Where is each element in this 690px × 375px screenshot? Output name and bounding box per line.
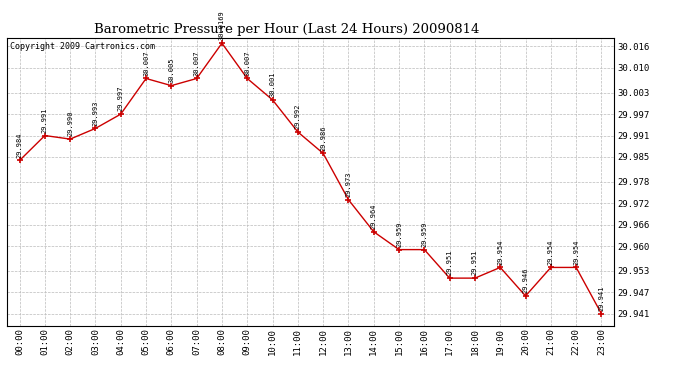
Text: 30.007: 30.007 [143, 50, 149, 76]
Text: 29.984: 29.984 [17, 132, 23, 158]
Text: 29.992: 29.992 [295, 104, 301, 129]
Text: 29.959: 29.959 [396, 221, 402, 247]
Text: 29.954: 29.954 [497, 239, 503, 265]
Text: 30.005: 30.005 [168, 57, 175, 83]
Text: 29.990: 29.990 [67, 111, 73, 136]
Text: 30.0169: 30.0169 [219, 10, 225, 40]
Text: 29.951: 29.951 [472, 250, 478, 275]
Text: 29.997: 29.997 [118, 86, 124, 111]
Text: 29.946: 29.946 [522, 268, 529, 293]
Text: 30.007: 30.007 [194, 50, 199, 76]
Text: 29.993: 29.993 [92, 100, 99, 126]
Text: 29.986: 29.986 [320, 125, 326, 150]
Text: 29.941: 29.941 [598, 285, 604, 311]
Text: 30.001: 30.001 [270, 72, 275, 97]
Text: 29.954: 29.954 [573, 239, 579, 265]
Text: Copyright 2009 Cartronics.com: Copyright 2009 Cartronics.com [10, 42, 155, 51]
Text: 29.951: 29.951 [446, 250, 453, 275]
Text: 29.959: 29.959 [422, 221, 427, 247]
Title: Barometric Pressure per Hour (Last 24 Hours) 20090814: Barometric Pressure per Hour (Last 24 Ho… [94, 23, 479, 36]
Text: 29.973: 29.973 [346, 171, 351, 197]
Text: 30.007: 30.007 [244, 50, 250, 76]
Text: 29.991: 29.991 [42, 107, 48, 133]
Text: 29.964: 29.964 [371, 203, 377, 229]
Text: 29.954: 29.954 [548, 239, 554, 265]
